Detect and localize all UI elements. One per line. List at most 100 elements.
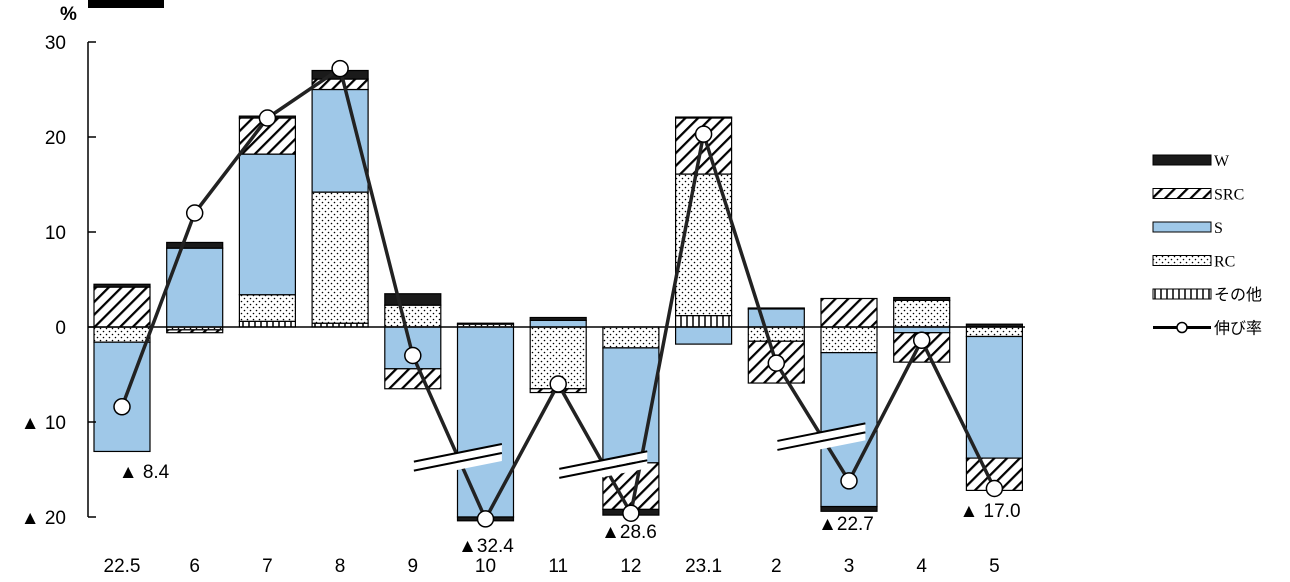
x-tick-label: 2 [771,556,782,577]
growth-line-layer [113,59,1004,528]
data-label: ▲32.4 [458,536,514,557]
bar-rc [893,299,951,328]
legend-label: SRC [1214,187,1244,204]
bar-rc [820,326,878,354]
axes-layer: 30 20 10 0 ▲ 10 ▲ 20% 22.5 6 7 8 9 10 11 12 23.1 2 3 4 5 [21,4,1025,577]
axis-break-line [777,431,866,451]
axis-break-gap [413,453,502,479]
axis-break-gap [559,460,648,486]
growth-marker [549,375,567,393]
bar-w [166,241,224,249]
x-tick-label: 8 [335,556,346,577]
bar-w [384,293,442,306]
bar-s [238,153,296,296]
data-label: ▲ 8.4 [119,462,170,483]
data-label: ▲ 17.0 [959,501,1020,522]
bar-rc [602,326,660,349]
axis-break-line [559,450,648,470]
y-tick-label: ▲ 20 [21,508,66,529]
bar-rc [965,326,1024,338]
bars-layer [93,69,1024,522]
axis-break-gap [777,423,866,449]
axis-break-line [413,443,503,463]
growth-marker [113,398,131,416]
bar-src [384,368,442,390]
bar-src [965,457,1024,492]
x-tick-label: 4 [916,556,927,577]
growth-marker [404,346,422,365]
bar-w [747,307,805,310]
axis-break-gap [413,444,502,470]
growth-marker [258,109,277,127]
legend-swatch-w [1152,154,1212,166]
legend-label: 伸び率 [1214,320,1262,338]
bar-src [456,322,515,325]
growth-marker [767,354,786,372]
axis-break-gap [559,451,648,477]
bar-s [747,308,805,328]
axis-break-line [559,459,648,479]
x-tick-label: 3 [844,556,855,577]
bar-src [166,329,224,334]
growth-marker [912,331,931,350]
bar-src [820,297,878,328]
y-tick-label: 30 [45,33,66,54]
y-tick-label: 0 [55,318,66,339]
x-tick-label: 9 [408,556,419,577]
growth-marker [622,504,640,522]
growth-marker [331,59,349,78]
x-tick-label: 22.5 [104,556,141,577]
bar-src [93,286,151,328]
bar-rc [384,304,442,328]
top-black-mark [88,0,164,8]
bar-rc [93,326,151,343]
growth-marker [476,510,495,528]
bar-w [529,316,587,321]
axis-break-line [777,422,866,442]
bar-w [93,283,151,288]
growth-marker [985,479,1004,498]
bar-rc [311,191,369,324]
axis-break-line [413,452,503,472]
x-tick-label: 10 [475,556,496,577]
x-tick-label: 23.1 [685,556,722,577]
bar-s [529,319,587,328]
bar-s [456,326,515,518]
legend-swatch-s [1152,221,1212,233]
bar-other [674,315,733,328]
bar-w [820,505,878,512]
bar-rc [747,326,805,342]
axis-break-gap [777,432,866,458]
x-tick-label: 11 [548,556,568,577]
legend-swatch-rc [1152,255,1212,266]
bar-s [965,335,1024,459]
bar-w [893,296,951,301]
y-tick-label: 20 [45,128,66,149]
legend-swatch-src [1152,188,1212,199]
growth-marker [840,472,858,490]
bar-rc [238,294,296,322]
y-tick-label: ▲ 10 [21,413,66,434]
legend-marker [1176,321,1188,334]
legend-label: S [1214,220,1223,237]
labels-layer: ▲ 8.4 ▲32.4 ▲28.6 ▲22.7 ▲ 17.0 [119,462,1021,557]
x-tick-label: 12 [620,556,641,577]
legend-label: RC [1214,254,1235,271]
legend-label: その他 [1214,286,1262,304]
x-tick-label: 7 [262,556,273,577]
y-unit-label: % [60,4,77,25]
data-label: ▲28.6 [601,522,657,543]
x-tick-label: 6 [189,556,200,577]
bar-w [674,116,733,119]
bar-s [674,326,733,345]
bar-s [166,247,224,328]
x-tick-label: 5 [989,556,1000,577]
data-label: ▲22.7 [818,514,874,535]
legend-label: W [1214,153,1230,170]
legend-swatch-other [1152,288,1212,300]
y-tick-label: 10 [45,223,66,244]
bar-s [602,347,660,464]
growth-marker [694,125,713,143]
